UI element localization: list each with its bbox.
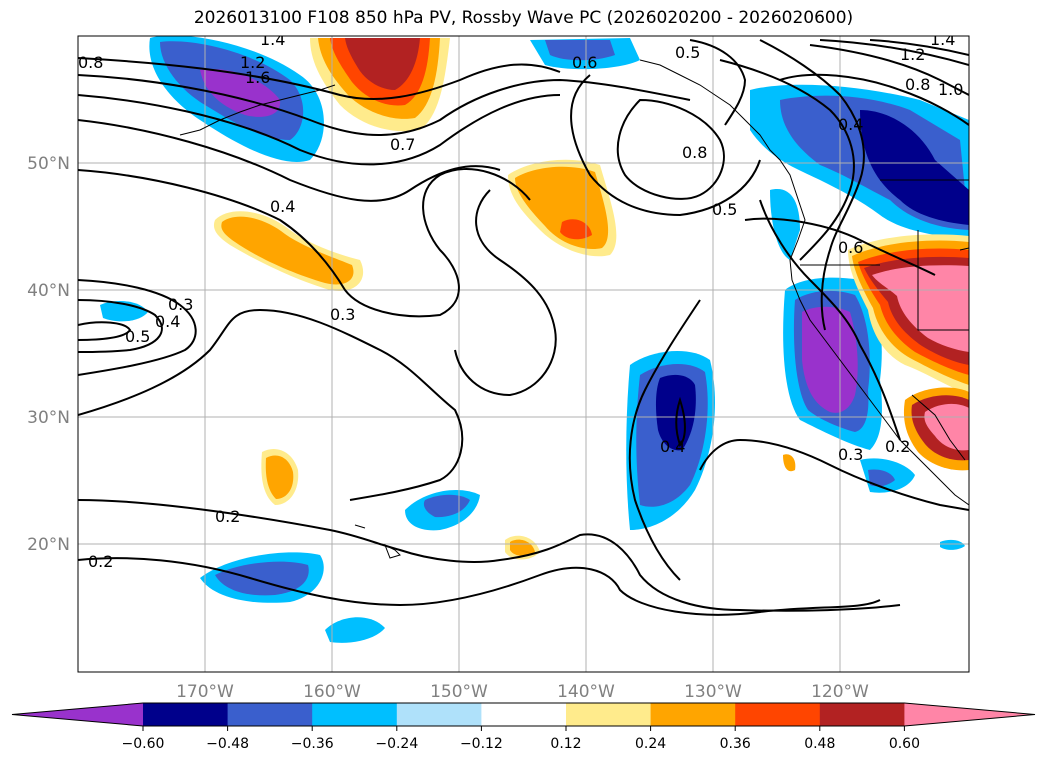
lon-label: 150°W xyxy=(430,682,488,702)
colorbar-swatch xyxy=(735,703,821,726)
contour-label: 0.6 xyxy=(838,238,863,257)
contour-label: 0.4 xyxy=(660,437,685,456)
pv-contours xyxy=(78,39,969,616)
colorbar-swatch xyxy=(312,703,398,726)
lat-label: 30°N xyxy=(27,408,70,428)
contour-label: 0.8 xyxy=(905,75,930,94)
contour-label: 1.2 xyxy=(240,53,265,72)
colorbar-tick-label: 0.12 xyxy=(550,736,581,752)
contour-label: 0.5 xyxy=(712,200,737,219)
contour-label: 0.4 xyxy=(270,197,295,216)
colorbar-swatch xyxy=(143,703,229,726)
latitude-labels: 50°N 40°N 30°N 20°N xyxy=(27,154,70,555)
positive-anomaly-shading xyxy=(213,38,969,560)
contour-label: 0.8 xyxy=(682,143,707,162)
lon-label: 170°W xyxy=(176,682,234,702)
lat-label: 50°N xyxy=(27,154,70,174)
colorbar-tick-label: 0.24 xyxy=(635,736,666,752)
contour-label: 0.8 xyxy=(78,53,103,72)
contour-label: 1.6 xyxy=(245,68,270,87)
map-border xyxy=(77,35,970,673)
contour-label: 0.7 xyxy=(390,135,415,154)
contour-label: 0.3 xyxy=(330,305,355,324)
colorbar-tick-label: −0.60 xyxy=(122,736,165,752)
contour-label: 0.4 xyxy=(155,312,180,331)
contour-labels: 0.8 1.2 1.6 1.4 0.7 0.6 0.5 0.8 0.5 1.2 … xyxy=(78,30,963,571)
contour-label: 1.0 xyxy=(938,80,963,99)
contour-label: 0.3 xyxy=(168,295,193,314)
contour-label: 0.3 xyxy=(838,445,863,464)
colorbar-tick-label: 0.36 xyxy=(720,736,751,752)
colorbar-swatch xyxy=(650,703,736,726)
colorbar-tick-label: −0.12 xyxy=(460,736,503,752)
colorbar-tick-label: −0.36 xyxy=(291,736,334,752)
colorbar-tick-label: 0.60 xyxy=(889,736,920,752)
lat-label: 40°N xyxy=(27,281,70,301)
lon-label: 140°W xyxy=(557,682,615,702)
lon-label: 160°W xyxy=(303,682,361,702)
contour-label: 1.4 xyxy=(930,30,955,49)
colorbar-swatch xyxy=(227,703,313,726)
contour-label: 0.2 xyxy=(88,552,113,571)
lat-label: 20°N xyxy=(27,535,70,555)
contour-label: 0.2 xyxy=(885,437,910,456)
colorbar-swatch xyxy=(396,703,482,726)
contour-label: 0.2 xyxy=(215,507,240,526)
colorbar-swatch xyxy=(566,703,652,726)
coastlines xyxy=(179,59,969,559)
colorbar-extend-low xyxy=(12,703,143,726)
contour-label: 0.5 xyxy=(675,43,700,62)
colorbar-tick-label: 0.48 xyxy=(804,736,835,752)
colorbar-swatch xyxy=(819,703,905,726)
contour-label: 1.4 xyxy=(260,30,285,49)
contour-label: 0.6 xyxy=(572,53,597,72)
contour-label: 0.4 xyxy=(838,115,863,134)
map-title: 2026013100 F108 850 hPa PV, Rossby Wave … xyxy=(193,8,854,28)
colorbar xyxy=(11,702,1036,727)
lon-label: 120°W xyxy=(811,682,869,702)
lon-label: 130°W xyxy=(684,682,742,702)
contour-label: 0.5 xyxy=(125,327,150,346)
colorbar-tick-label: −0.24 xyxy=(375,736,418,752)
colorbar-extend-high xyxy=(904,703,1035,726)
colorbar-swatch xyxy=(481,703,567,726)
longitude-labels: 170°W 160°W 150°W 140°W 130°W 120°W xyxy=(176,682,869,702)
contour-label: 1.2 xyxy=(900,45,925,64)
colorbar-ticks: −0.60 −0.48 −0.36 −0.24 −0.12 0.12 0.24 0.36 0.4… xyxy=(122,726,920,752)
colorbar-tick-label: −0.48 xyxy=(206,736,249,752)
